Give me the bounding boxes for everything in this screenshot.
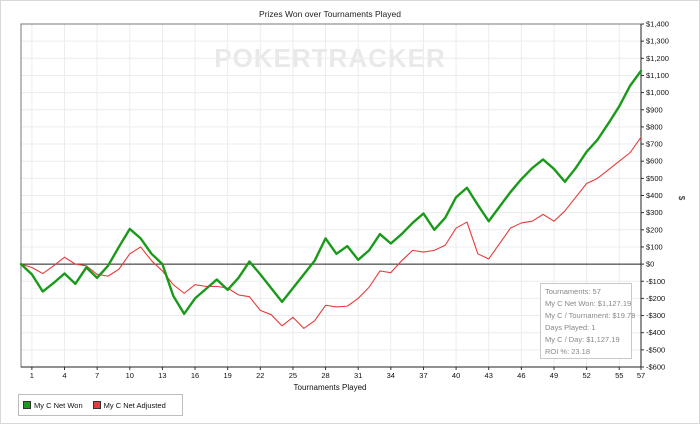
y-tick-label: $1,000 <box>646 88 669 97</box>
x-tick-label: 28 <box>321 371 329 380</box>
x-tick-label: 43 <box>485 371 493 380</box>
y-tick-label: $900 <box>646 105 663 114</box>
tick-labels: $1,400 $1,300 $1,200 $1,100 $1,000 $900 $800 $7… <box>30 20 669 381</box>
legend-label: My C Net Won <box>34 400 83 410</box>
x-tick-label: 10 <box>126 371 134 380</box>
x-tick-label: 52 <box>582 371 590 380</box>
stat-per-day: My C / Day: $1,127.19 <box>545 335 620 344</box>
y-tick-label: $1,400 <box>646 20 669 29</box>
stats-tooltip: Tournaments: 57 My C Net Won: $1,127.19 … <box>540 283 636 359</box>
y-axis-label: $ <box>677 196 686 201</box>
x-tick-label: 13 <box>158 371 166 380</box>
y-tick-label: -$100 <box>646 277 665 286</box>
series-line-net-won <box>19 69 643 316</box>
x-tick-label: 22 <box>256 371 264 380</box>
y-tick-label: -$200 <box>646 294 665 303</box>
y-tick-label: -$300 <box>646 311 665 320</box>
x-tick-label: 1 <box>30 371 34 380</box>
y-tick-label: $500 <box>646 174 663 183</box>
x-tick-label: 19 <box>223 371 231 380</box>
x-tick-label: 40 <box>452 371 460 380</box>
y-tick-label: $600 <box>646 157 663 166</box>
stat-net-won: My C Net Won: $1,127.19 <box>545 299 632 308</box>
legend-item-net-won[interactable]: My C Net Won <box>23 401 83 410</box>
x-tick-label: 55 <box>615 371 623 380</box>
x-tick-label: 57 <box>637 371 645 380</box>
x-tick-label: 49 <box>550 371 558 380</box>
x-tick-label: 25 <box>289 371 297 380</box>
stat-per-tournament: My C / Tournament: $19.78 <box>545 311 636 320</box>
stat-tournaments: Tournaments: 57 <box>545 287 601 296</box>
y-tick-label: -$600 <box>646 363 665 372</box>
x-tick-label: 16 <box>191 371 199 380</box>
legend-label: My C Net Adjusted <box>103 400 166 410</box>
y-tick-label: -$500 <box>646 345 665 354</box>
y-tick-label: $0 <box>646 260 654 269</box>
axes <box>20 23 644 370</box>
series-lines <box>19 69 643 329</box>
y-tick-label: $1,300 <box>646 37 669 46</box>
legend-swatch-green <box>23 401 31 409</box>
x-tick-label: 4 <box>62 371 66 380</box>
y-tick-label: $1,100 <box>646 71 669 80</box>
y-tick-label: $400 <box>646 191 663 200</box>
legend-swatch-red <box>92 401 101 409</box>
x-tick-label: 7 <box>95 371 99 380</box>
y-tick-label: $700 <box>646 140 663 149</box>
y-tick-label: $200 <box>646 225 663 234</box>
x-tick-label: 46 <box>517 371 525 380</box>
y-tick-label: $300 <box>646 208 663 217</box>
x-axis-label: Tournaments Played <box>294 383 367 392</box>
y-tick-label: $1,200 <box>646 54 669 63</box>
x-tick-label: 31 <box>354 371 362 380</box>
x-tick-label: 37 <box>419 371 427 380</box>
legend: My C Net Won My C Net Adjusted <box>18 394 183 416</box>
legend-item-net-adjusted[interactable]: My C Net Adjusted <box>92 400 166 410</box>
y-tick-label: -$400 <box>646 328 665 337</box>
y-tick-label: $800 <box>646 122 663 131</box>
series-line-net-adjusted <box>20 136 642 329</box>
x-tick-label: 34 <box>387 371 395 380</box>
y-tick-label: $100 <box>646 242 663 251</box>
stat-days-played: Days Played: 1 <box>545 323 596 332</box>
stat-roi: ROI %: 23.18 <box>545 347 591 356</box>
chart-title: Prizes Won over Tournaments Played <box>259 9 401 19</box>
